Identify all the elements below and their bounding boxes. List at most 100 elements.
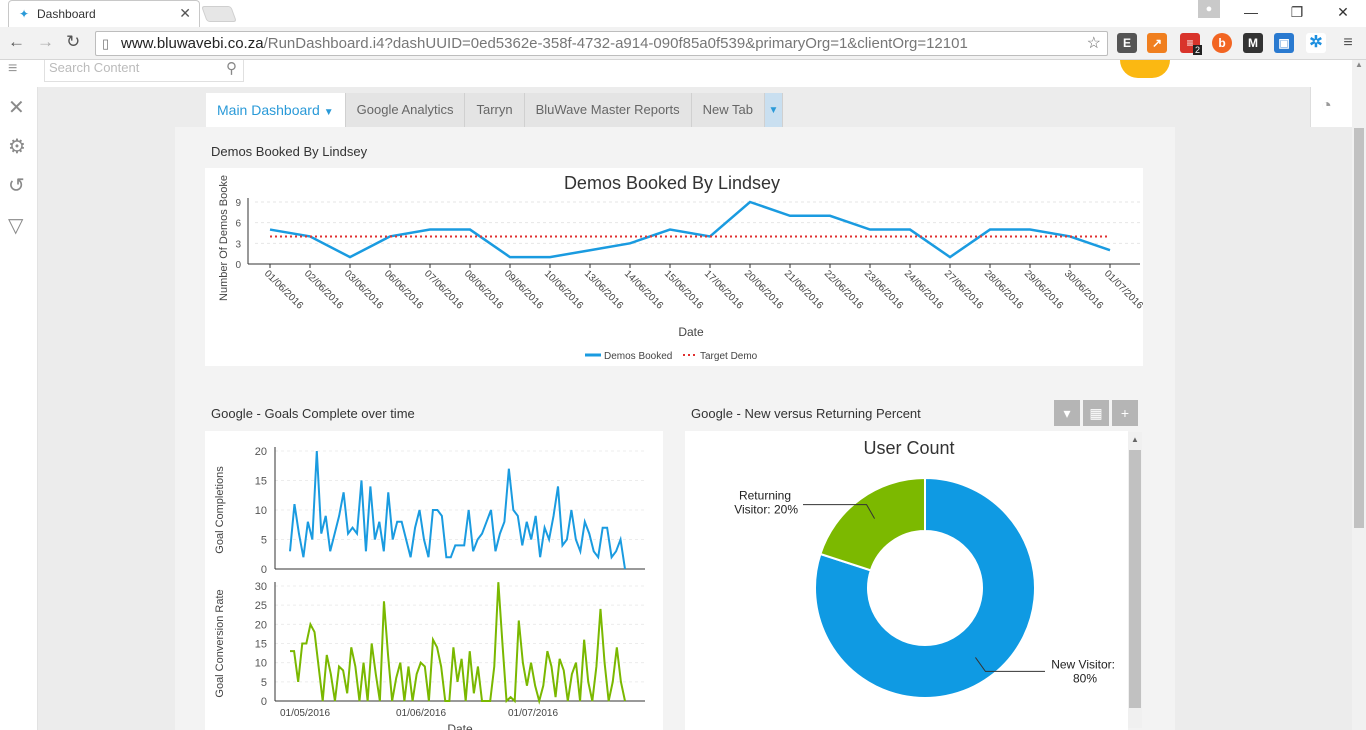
restore-icon[interactable]: ❐ [1290,4,1304,20]
scroll-up-icon[interactable]: ▲ [1131,435,1139,444]
dashboard-tabs: Main Dashboard ▼ Google Analytics Tarryn … [206,93,783,127]
gear-icon[interactable]: ⚙ [8,136,26,158]
widget-title-demos: Demos Booked By Lindsey [211,144,368,159]
x-tick-label: 15/06/2016 [662,268,705,311]
user-count-donut-chart: User Count New Visitor:80% ReturningVisito… [734,438,1115,699]
forward-icon[interactable]: → [37,32,54,51]
x-axis-label: Date [447,722,473,730]
x-tick-label: 09/06/2016 [502,268,545,311]
slice-label: Returning [739,489,791,503]
x-tick-label: 27/06/2016 [942,268,985,311]
new-tab-button[interactable] [201,6,237,22]
user-count-panel: User Count New Visitor: 80% Returning Visito… [685,431,1128,730]
app-logo[interactable] [1120,60,1170,78]
y-tick-label: 10 [255,505,267,517]
widget-title-goals: Google - Goals Complete over time [211,406,415,421]
search-box[interactable]: Search Content ⚲ [44,60,244,82]
minimize-icon[interactable]: — [1244,4,1258,20]
x-tick-label: 01/06/2016 [396,708,446,719]
y-tick-label: 20 [255,446,267,458]
scroll-up-icon[interactable]: ▲ [1355,60,1363,69]
user-profile-icon[interactable]: ● [1198,0,1220,18]
x-tick-label: 06/06/2016 [382,268,425,311]
outlook-extension-icon[interactable]: ▣ [1274,33,1294,53]
left-toolbar: ✕ ⚙ ↺ ▽ [0,87,38,730]
label-leader-line [803,504,876,519]
widget-controls: ▾ ▦ + [1054,400,1138,426]
back-icon[interactable]: ← [8,32,25,51]
tab-google-analytics[interactable]: Google Analytics [345,93,466,127]
slice-label: 80% [1073,671,1097,685]
x-tick-label: 01/07/2016 [508,708,558,719]
blogger-extension-icon[interactable]: b [1212,33,1232,53]
y-tick-label: 5 [261,677,267,689]
y-tick-label: 0 [261,564,267,576]
slice-label: Visitor: 20% [734,503,798,517]
hamburger-menu-icon[interactable]: ≡ [8,60,18,77]
series-line [289,450,626,570]
filter-icon[interactable]: ▽ [8,215,24,237]
y-tick-label: 15 [255,639,267,651]
demos-line-chart: Demos Booked By Lindsey 0 3 6 9 01/06/201602/… [218,173,1145,362]
tab-bluwave-master-reports[interactable]: BluWave Master Reports [524,93,692,127]
search-icon[interactable]: ⚲ [226,60,237,77]
y-axis-label: Number Of Demos Booke [218,175,230,301]
page-icon: ▯ [102,36,110,51]
x-tick-label: 20/06/2016 [742,268,785,311]
reload-icon[interactable]: ↻ [66,32,81,51]
y-tick-label: 0 [261,696,267,708]
address-bar[interactable]: ▯ www.bluwavebi.co.za/RunDashboard.i4?da… [95,31,1108,56]
close-tab-icon[interactable]: ✕ [179,5,191,21]
y-tick-label: 20 [255,619,267,631]
close-window-icon[interactable]: ✕ [1337,4,1349,20]
browser-tab[interactable]: ✦ Dashboard ✕ [8,0,200,27]
slice-label: New Visitor: [1051,657,1115,671]
analytics-extension-icon[interactable]: ↗ [1147,33,1167,53]
widget-scroll-thumb[interactable] [1129,450,1141,708]
demos-chart-panel: Demos Booked By Lindsey 0 3 6 9 01/06/2016 02/… [205,168,1145,366]
widget-scrollbar[interactable]: ▲ [1128,432,1142,728]
x-tick-label: 01/07/2016 [1102,268,1143,311]
right-panel-button[interactable]: ◔ [1310,87,1352,127]
y-tick-label: 15 [255,476,267,488]
bookmark-star-icon[interactable]: ☆ [1086,35,1101,52]
legend-label: Target Demo [700,351,758,362]
snowflake-extension-icon[interactable]: ✲ [1306,33,1326,53]
x-tick-label: 10/06/2016 [542,268,585,311]
y-tick-label: 9 [235,198,241,209]
x-tick-label: 07/06/2016 [422,268,465,311]
chrome-menu-icon[interactable]: ≡ [1338,33,1358,53]
add-icon[interactable]: + [1112,400,1138,426]
goals-line-charts: 0 5 10 15 20 Goal Completions 0 5 10 15 20 25 30 Goal… [214,446,645,730]
x-tick-label: 02/06/2016 [302,268,345,311]
search-input[interactable]: Search Content [49,60,140,75]
x-tick-label: 28/06/2016 [982,268,1025,311]
url-path: /RunDashboard.i4?dashUUID=0ed5362e-358f-… [263,35,968,52]
more-tabs-chevron-icon[interactable]: ▼ [764,93,783,127]
history-icon[interactable]: ↺ [8,175,25,197]
y-tick-label: 6 [235,219,241,230]
tab-new-tab[interactable]: New Tab [691,93,765,127]
table-icon[interactable]: ▦ [1083,400,1109,426]
x-tick-label: 13/06/2016 [582,268,625,311]
close-icon[interactable]: ✕ [8,97,25,119]
evernote-extension-icon[interactable]: E [1117,33,1137,53]
url-host: www.bluwavebi.co.za [121,35,264,52]
x-tick-label: 03/06/2016 [342,268,385,311]
x-tick-label: 23/06/2016 [862,268,905,311]
widget-title-new-vs-returning: Google - New versus Returning Percent [691,406,921,421]
chevron-down-icon[interactable]: ▼ [323,107,334,118]
y-axis-label: Goal Conversion Rate [214,589,226,697]
bell-icon[interactable]: ◔ [1321,95,1332,115]
page-scrollbar[interactable]: ▲ [1352,60,1366,730]
tab-tarryn[interactable]: Tarryn [465,93,525,127]
page-scroll-thumb[interactable] [1354,128,1364,528]
x-tick-label: 22/06/2016 [822,268,865,311]
x-tick-label: 08/06/2016 [462,268,505,311]
legend-label: Demos Booked [604,351,672,362]
m-extension-icon[interactable]: M [1243,33,1263,53]
y-tick-label: 3 [235,239,241,250]
y-tick-label: 25 [255,600,267,612]
tab-main-dashboard[interactable]: Main Dashboard ▼ [206,93,346,127]
dropdown-icon[interactable]: ▾ [1054,400,1080,426]
